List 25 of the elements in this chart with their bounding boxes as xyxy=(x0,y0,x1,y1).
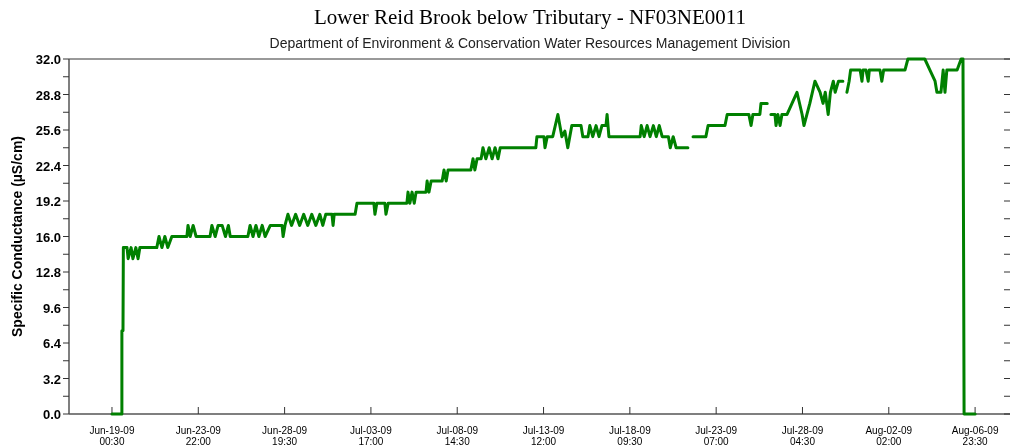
y-tick-label: 22.4 xyxy=(35,158,62,174)
y-axis-title: Specific Conductance (µS/cm) xyxy=(9,136,25,337)
chart-title: Lower Reid Brook below Tributary - NF03NE0011 xyxy=(313,5,747,29)
y-tick-label: 19.2 xyxy=(35,194,61,209)
x-tick-label: Jul-08-09 14:30 xyxy=(436,425,479,447)
x-tick-label: Jul-28-09 04:30 xyxy=(781,425,824,447)
y-tick-label: 0.0 xyxy=(42,407,61,422)
x-tick-label: Aug-02-09 02:00 xyxy=(865,425,913,447)
x-tick-label: Jun-19-09 00:30 xyxy=(89,425,135,447)
y-tick-label: 28.8 xyxy=(35,87,61,103)
y-tick-label: 6.4 xyxy=(42,336,62,351)
y-tick-label: 12.8 xyxy=(35,265,61,280)
y-tick-label: 3.2 xyxy=(42,371,61,387)
y-tick-label: 32.0 xyxy=(35,52,61,67)
x-tick-label: Jul-23-09 07:00 xyxy=(695,425,738,447)
x-tick-label: Jul-18-09 09:30 xyxy=(609,425,652,447)
x-tick-label: Jul-03-09 17:00 xyxy=(350,425,393,447)
chart-subtitle: Department of Environment & Conservation Water Resources Management Division xyxy=(269,35,791,51)
y-tick-label: 9.6 xyxy=(42,300,61,316)
x-tick-label: Jun-28-09 19:30 xyxy=(262,425,308,447)
y-tick-label: 16.0 xyxy=(35,229,61,245)
y-tick-label: 25.6 xyxy=(35,123,61,138)
x-tick-label: Jun-23-09 22:00 xyxy=(175,425,222,447)
x-tick-label: Aug-06-09 23:30 xyxy=(951,425,999,447)
x-tick-label: Jul-13-09 12:00 xyxy=(522,425,565,447)
